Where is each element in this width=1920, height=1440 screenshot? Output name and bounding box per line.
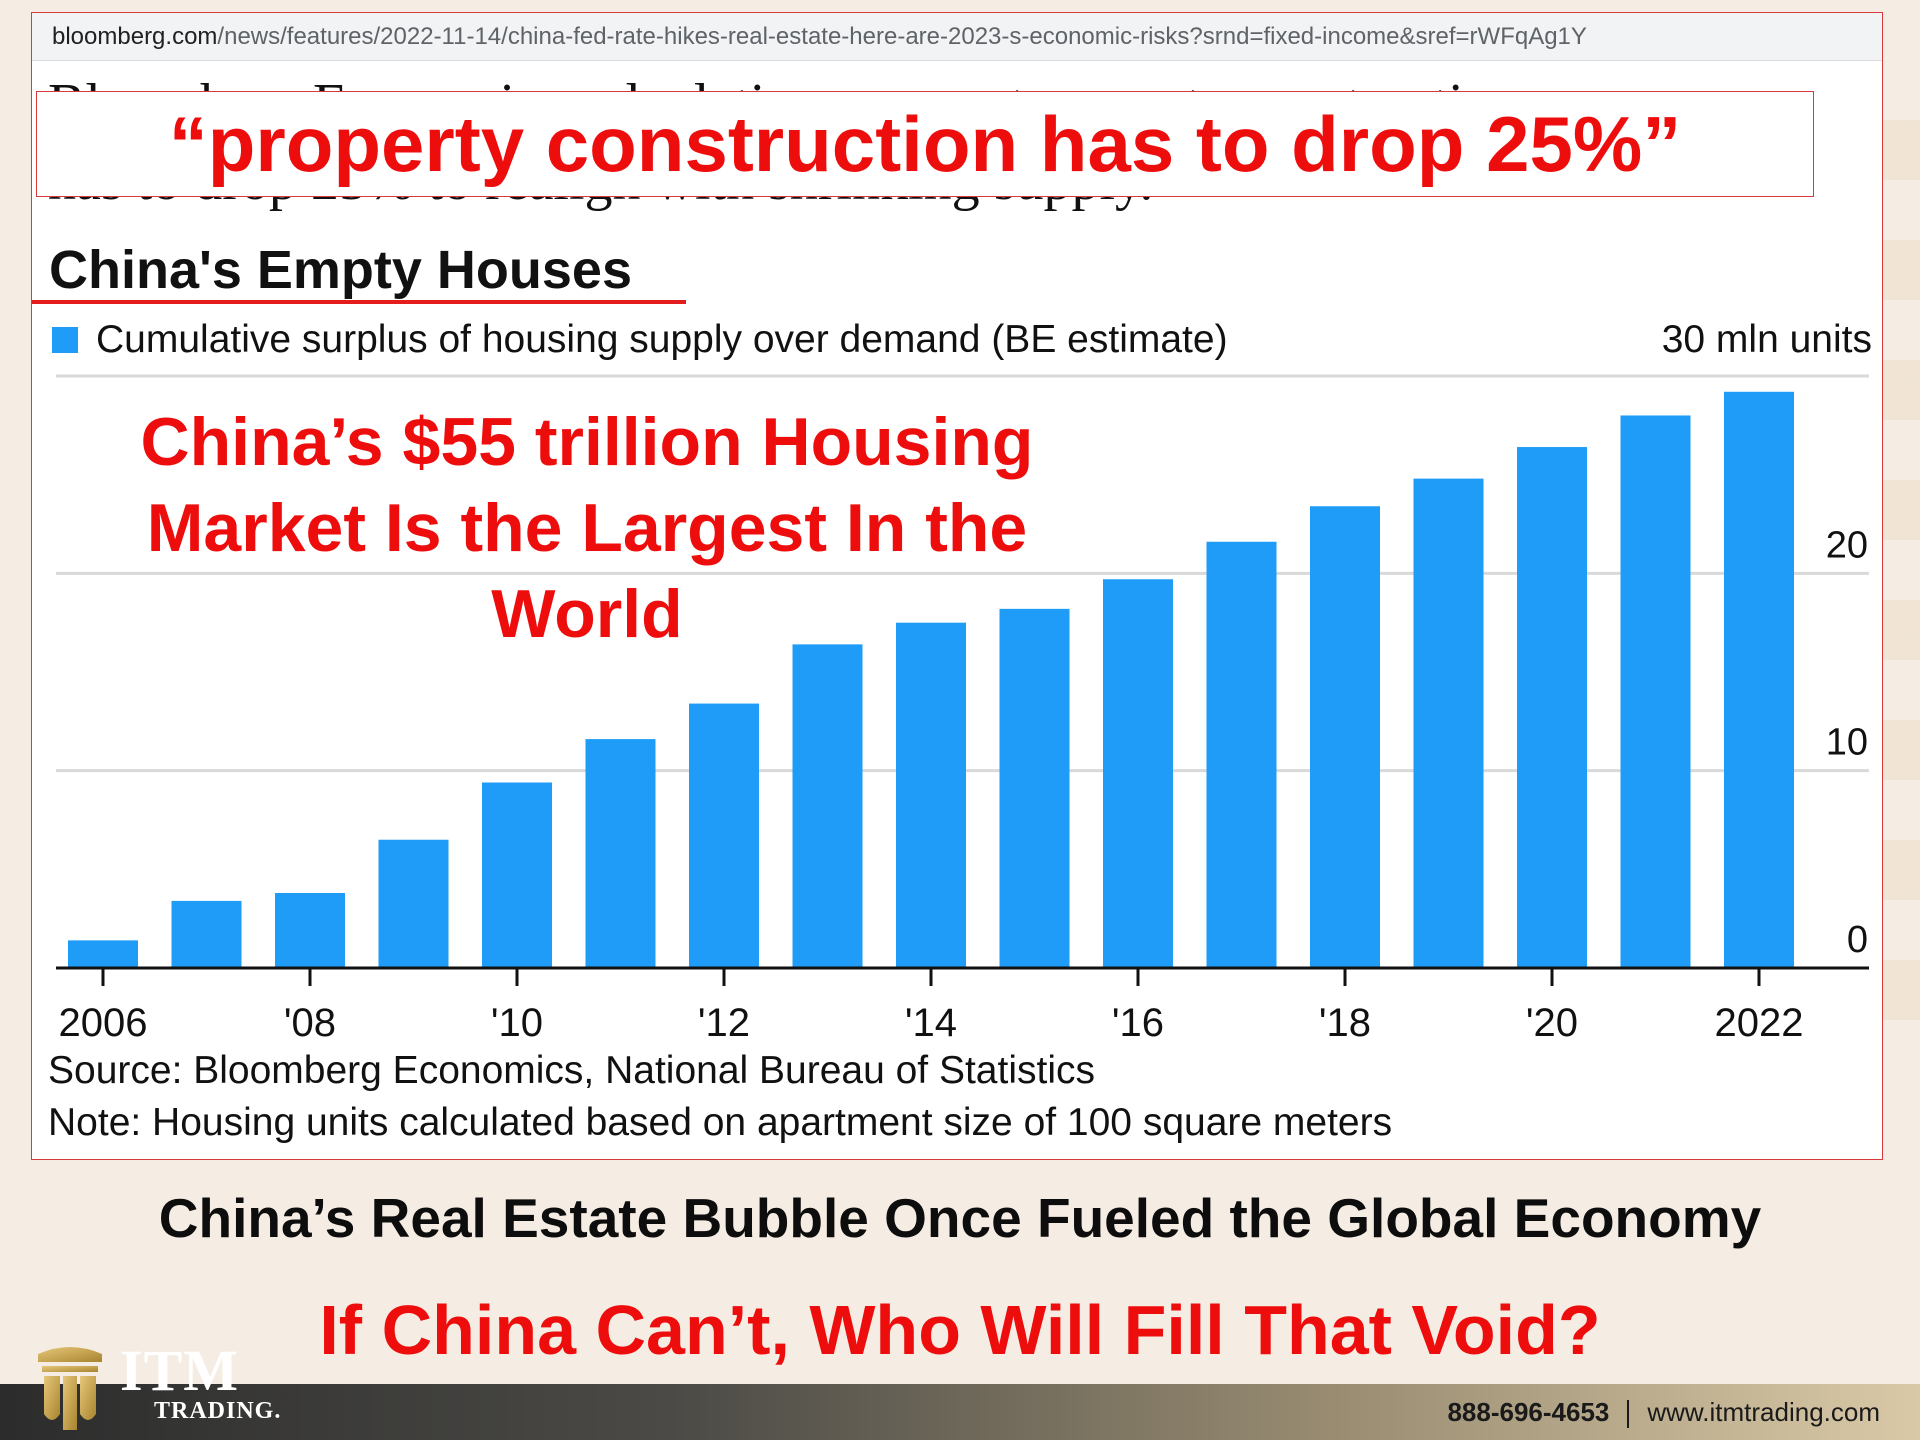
article-text-line-1: Bloomberg Economics calculations suggest… [48,65,1868,93]
bar [482,782,552,968]
article-screenshot-frame: bloomberg.com/news/features/2022-11-14/c… [31,12,1883,1160]
x-tick-label: 2022 [1715,1001,1804,1045]
address-bar[interactable]: bloomberg.com/news/features/2022-11-14/c… [32,13,1882,61]
bar [792,644,863,968]
chart-legend: Cumulative surplus of housing supply ove… [52,318,1228,362]
footer-bar: 888-696-4653 www.itmtrading.com [0,1384,1920,1440]
chart-title: China's Empty Houses [49,240,632,300]
footer-website[interactable]: www.itmtrading.com [1647,1397,1880,1427]
quote-callout: “property construction has to drop 25%” [36,91,1814,197]
bar [1103,579,1173,968]
footer-separator [1627,1400,1630,1429]
x-tick-label: '20 [1526,1001,1578,1045]
bar [999,608,1070,968]
bar [1620,415,1691,968]
logo-wordmark: ITM [120,1338,239,1403]
bar [275,893,345,968]
x-tick-label: '14 [905,1001,957,1045]
x-tick-label: '12 [698,1001,750,1045]
pillar-logo-icon [38,1347,102,1430]
legend-label: Cumulative surplus of housing supply ove… [96,318,1228,361]
logo-subword: TRADING. [154,1398,282,1424]
chart-source: Source: Bloomberg Economics, National Bu… [48,1049,1096,1092]
itm-trading-logo: ITM TRADING. [34,1338,280,1436]
x-tick-label: '08 [284,1001,336,1045]
footer-phone[interactable]: 888-696-4653 [1447,1397,1610,1427]
url-path: /news/features/2022-11-14/china-fed-rate… [217,23,1587,50]
bar [1206,541,1277,968]
legend-swatch [52,327,78,353]
url-host: bloomberg.com [52,23,218,50]
x-tick-label: '18 [1319,1001,1371,1045]
x-tick-label: 2006 [59,1001,148,1045]
background-decoration [1880,120,1920,1020]
y-tick-label: 10 [1826,722,1868,764]
bar [1310,506,1380,968]
chart-note: Note: Housing units calculated based on … [48,1101,1393,1144]
bar [585,739,656,968]
overlay-caption: China’s $55 trillion Housing Market Is t… [140,404,1034,652]
bar [68,940,138,968]
bar-chart: 0 10 20 2006 '08 '10 '12 '14 '16 '18 '20 2022 [56,374,1869,1045]
bar [1724,391,1794,969]
footer-contact: 888-696-4653 www.itmtrading.com [1447,1384,1880,1440]
x-tick-label: '16 [1112,1001,1164,1045]
bar [1413,478,1484,968]
bar [689,703,759,968]
title-underline [32,300,686,304]
bar [378,839,449,968]
bar [171,900,242,968]
slide-subheadline: If China Can’t, Who Will Fill That Void? [319,1291,1601,1369]
y-tick-label: 20 [1826,524,1868,566]
bar [1517,447,1587,968]
bar [896,622,966,968]
x-tick-label: '10 [491,1001,543,1045]
y-axis-unit-label: 30 mln units [1661,318,1872,361]
y-tick-label: 0 [1847,919,1868,961]
slide-headline: China’s Real Estate Bubble Once Fueled t… [158,1187,1762,1249]
